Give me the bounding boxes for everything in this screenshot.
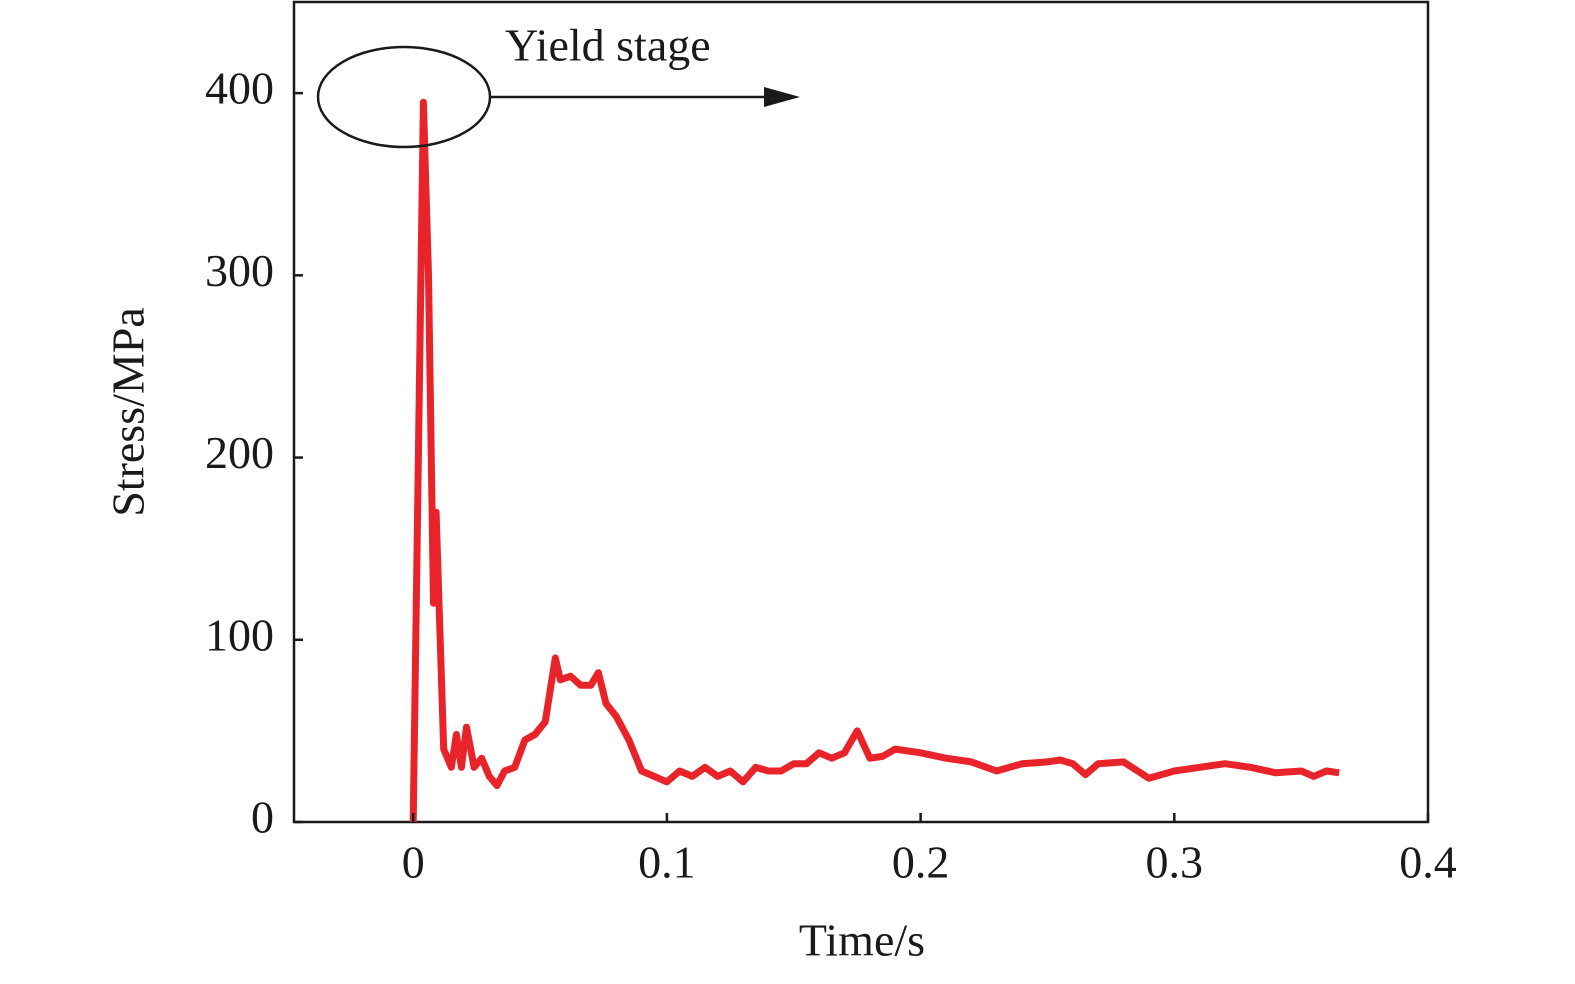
yield-ellipse [316,45,492,149]
x-tick-label: 0.1 [638,837,696,888]
arrow-head [764,87,800,107]
y-axis-label: Stress/MPa [103,307,154,517]
y-tick-label: 400 [205,63,274,114]
x-tick-label: 0 [402,837,425,888]
data-line [409,98,1340,823]
annotation: Yield stage [505,20,711,71]
plot-marks [409,98,1340,823]
x-tick-label: 0.3 [1146,837,1204,888]
plot-frame [292,0,1430,824]
y-tick-label: 0 [251,792,274,843]
y-tick-label: 300 [205,245,274,296]
y-tick-label: 200 [205,427,274,478]
x-axis-label: Time/s [799,915,925,966]
y-tick-label: 100 [205,609,274,660]
x-tick-label: 0.4 [1399,837,1457,888]
x-tick-label: 0.2 [892,837,950,888]
